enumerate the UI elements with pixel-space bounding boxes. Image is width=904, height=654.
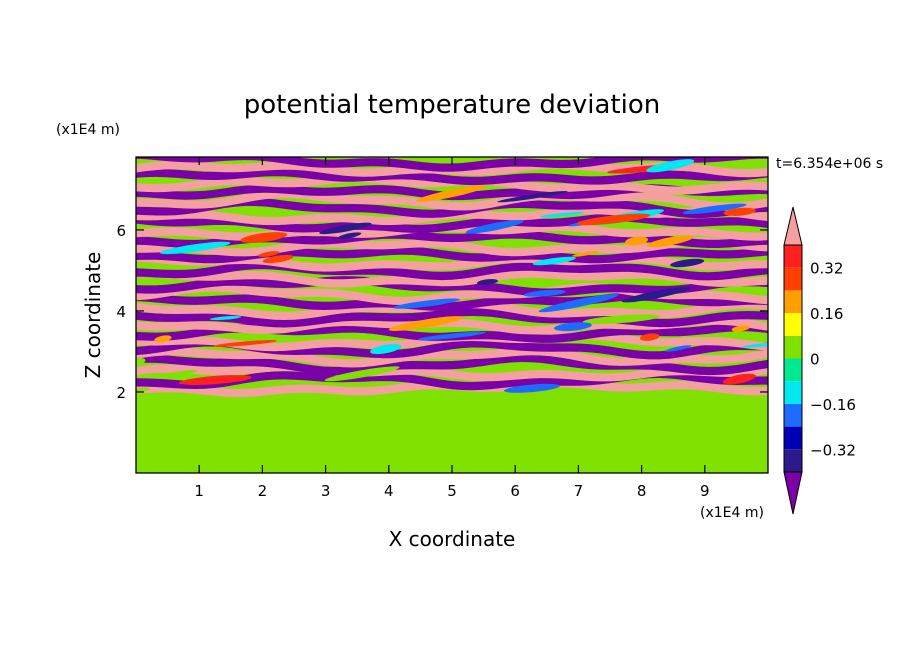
colorbar-frame — [783, 244, 803, 473]
colorbar-segment — [784, 335, 802, 359]
x-tick-label: 7 — [574, 482, 584, 500]
y-tick-label: 2 — [116, 384, 126, 402]
colorbar-segment — [784, 358, 802, 382]
x-tick-label: 3 — [321, 482, 331, 500]
x-unit-label: (x1E4 m) — [700, 505, 764, 521]
colorbar-segment — [784, 449, 802, 472]
x-tick-label: 4 — [384, 482, 394, 500]
colorbar-extend-max — [783, 206, 803, 246]
x-tick-label: 1 — [194, 482, 204, 500]
y-axis-label: Z coordinate — [81, 252, 105, 379]
colorbar-segment — [784, 381, 802, 404]
x-tick-label: 5 — [447, 482, 457, 500]
colorbar-tick-label: −0.16 — [810, 396, 856, 414]
chart-title: potential temperature deviation — [244, 90, 660, 120]
x-tick-label: 9 — [700, 482, 710, 500]
y-tick-label: 4 — [116, 303, 126, 321]
x-tick-label: 8 — [637, 482, 647, 500]
plot-field — [136, 157, 768, 473]
y-unit-label: (x1E4 m) — [56, 122, 120, 138]
colorbar-segment — [784, 313, 802, 336]
time-label: t=6.354e+06 s — [776, 156, 883, 172]
colorbar-extend-min — [783, 471, 803, 515]
x-tick-label: 6 — [510, 482, 520, 500]
colorbar-tick-label: 0.32 — [810, 260, 843, 278]
y-tick-label: 6 — [116, 222, 126, 240]
colorbar-ticks: 0.32 0.16 0 −0.16 −0.32 — [810, 260, 856, 460]
colorbar-segment — [784, 267, 802, 291]
colorbar-segment — [784, 426, 802, 450]
colorbar-segment — [784, 290, 802, 314]
colorbar-tick-label: 0 — [810, 351, 820, 369]
x-axis: 1 2 3 4 5 6 7 8 9 — [194, 157, 710, 500]
colorbar-tick-label: 0.16 — [810, 305, 843, 323]
colorbar — [783, 206, 803, 515]
x-tick-label: 2 — [258, 482, 268, 500]
colorbar-tick-label: −0.32 — [810, 441, 856, 459]
colorbar-segment — [784, 245, 802, 268]
x-axis-label: X coordinate — [389, 527, 516, 551]
y-axis: 2 4 6 — [116, 222, 768, 402]
colorbar-segment — [784, 403, 802, 427]
